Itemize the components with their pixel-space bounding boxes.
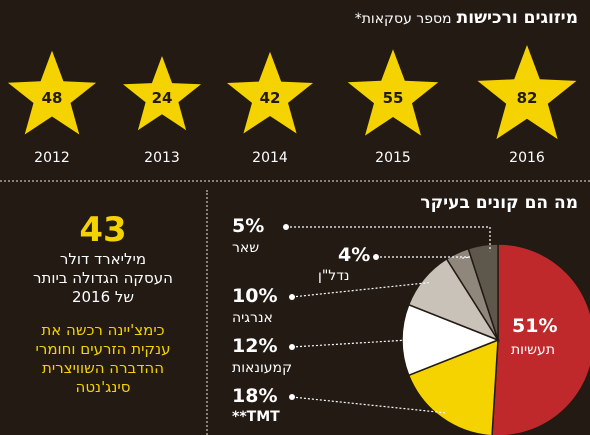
label-energy-pct: 10%: [232, 285, 278, 307]
label-other-name: שאר: [232, 240, 260, 256]
year-label-2012: 2012: [34, 150, 70, 166]
leader-realestate: [376, 256, 471, 260]
leader-energy: [291, 282, 429, 298]
pie-slice-5: [467, 243, 499, 341]
deal-note-3: ההדברה השוויצרית: [41, 359, 165, 377]
deal-line-2: העסקה הגדולה ביותר: [33, 269, 173, 287]
leader-energy-dot: [289, 294, 295, 300]
stars-chart: 48 2012 24 2013 42 2014 55 2015 82 2016: [7, 45, 577, 166]
deal-note-1: כימצ'יינה רכשה את: [41, 321, 165, 339]
deal-line-1: מיליארד דולר: [59, 250, 147, 268]
deal-value: 43: [79, 210, 127, 250]
label-industry-pct: 51%: [512, 315, 558, 337]
leader-other: [286, 226, 491, 252]
star-2013: [123, 56, 201, 131]
leader-tmt-dot: [289, 394, 295, 400]
pie-slice-1: [407, 338, 499, 435]
label-retail-name: קמעונאות: [232, 360, 292, 376]
highlight-block: 43 מיליארד דולר העסקה הגדולה ביותר של 20…: [0, 210, 206, 397]
label-industry-name: תעשיות: [510, 342, 556, 358]
vertical-divider: [206, 190, 208, 435]
header-title: מיזוגים ורכישות: [456, 8, 578, 28]
label-tmt-name: **TMT: [232, 409, 280, 425]
deal-note-4: סינג'נטה: [75, 378, 131, 396]
label-retail-pct: 12%: [232, 335, 278, 357]
leader-retail: [291, 339, 409, 348]
deal-line-3: של 2016: [71, 288, 135, 306]
year-label-2014: 2014: [252, 150, 288, 166]
year-label-2013: 2013: [144, 150, 180, 166]
label-energy-name: אנרגיה: [232, 310, 273, 326]
label-realestate-pct: 4%: [338, 244, 371, 266]
star-count-2015: 55: [383, 89, 404, 107]
label-other-pct: 5%: [232, 215, 265, 237]
deal-note-2: ענקית הזרעים וחומרי: [35, 340, 171, 358]
header-subtitle: מספר עסקאות*: [354, 11, 452, 27]
leader-realestate-dot: [373, 254, 379, 260]
star-count-2014: 42: [260, 89, 281, 107]
buyers-title: מה הם קונים בעיקר: [420, 193, 578, 213]
star-2014: [227, 51, 313, 134]
horizontal-divider: [0, 180, 590, 182]
star-count-2012: 48: [42, 89, 63, 107]
year-label-2015: 2015: [375, 150, 411, 166]
pie-slice-0: [491, 243, 590, 435]
header: מיזוגים ורכישות מספר עסקאות*: [355, 8, 578, 28]
label-realestate-name: נדל"ן: [318, 268, 350, 284]
star-count-2013: 24: [152, 89, 173, 107]
pie-slice-2: [401, 303, 501, 377]
star-2012: [7, 50, 97, 135]
star-2016: [477, 45, 577, 140]
leader-other-dot: [283, 224, 289, 230]
star-count-2016: 82: [517, 89, 538, 107]
leader-retail-dot: [289, 344, 295, 350]
label-tmt-pct: 18%: [232, 385, 278, 407]
year-label-2016: 2016: [509, 150, 545, 166]
leader-tmt: [291, 396, 446, 414]
star-2015: [347, 49, 439, 136]
